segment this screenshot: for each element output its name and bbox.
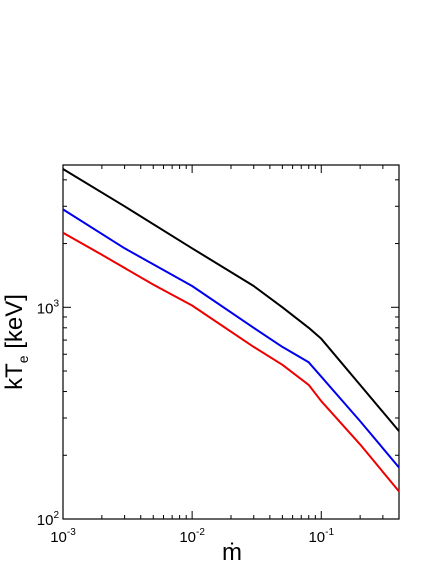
y-axis-label-main: kT	[1, 363, 28, 390]
y-axis-label-subscript: e	[15, 355, 31, 363]
series-line-2	[62, 208, 400, 469]
y-axis-label: kTe [keV]	[1, 294, 31, 390]
plot-frame	[62, 164, 400, 520]
x-tick-label: 10-3	[50, 527, 76, 546]
y-tick-label: 103	[37, 298, 60, 317]
svg-text:kTe [keV]: kTe [keV]	[1, 294, 31, 390]
tick-labels: 10-3 10-2 10-1 102 103	[37, 298, 335, 546]
series-group	[62, 168, 400, 493]
x-tick-label: 10-1	[308, 527, 334, 546]
x-axis-label: ṁ	[222, 539, 242, 564]
y-tick-label: 102	[37, 510, 60, 529]
x-tick-label: 10-2	[179, 527, 205, 546]
axis-ticks	[62, 165, 400, 520]
series-line-3	[62, 231, 400, 493]
series-line-1	[62, 168, 400, 432]
y-axis-label-unit: [keV]	[1, 294, 28, 349]
